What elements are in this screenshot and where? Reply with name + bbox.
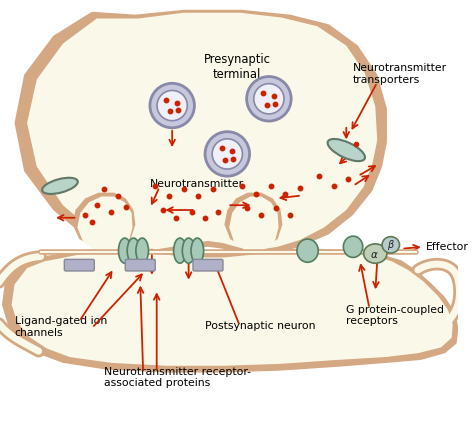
Ellipse shape — [191, 238, 204, 263]
Ellipse shape — [364, 244, 387, 263]
FancyBboxPatch shape — [125, 260, 155, 271]
Ellipse shape — [127, 238, 140, 263]
Circle shape — [254, 84, 284, 114]
Ellipse shape — [182, 238, 195, 263]
Text: G protein-coupled
receptors: G protein-coupled receptors — [346, 305, 444, 327]
Circle shape — [150, 83, 194, 128]
Ellipse shape — [42, 178, 78, 194]
Ellipse shape — [328, 139, 365, 161]
Ellipse shape — [173, 238, 186, 263]
Text: Neurotransmitter receptor-
associated proteins: Neurotransmitter receptor- associated pr… — [104, 367, 252, 388]
Polygon shape — [73, 192, 136, 249]
Ellipse shape — [343, 236, 363, 257]
FancyBboxPatch shape — [64, 260, 94, 271]
Text: $\alpha$: $\alpha$ — [370, 249, 379, 260]
Polygon shape — [15, 10, 387, 257]
Circle shape — [246, 76, 291, 121]
Circle shape — [212, 139, 242, 169]
Circle shape — [157, 90, 187, 121]
FancyBboxPatch shape — [193, 260, 223, 271]
Text: $\beta$: $\beta$ — [387, 238, 395, 252]
Circle shape — [205, 132, 249, 176]
Polygon shape — [77, 197, 133, 252]
Ellipse shape — [136, 238, 148, 263]
Polygon shape — [229, 197, 279, 252]
Ellipse shape — [382, 237, 400, 253]
Text: Ligand-gated ion
channels: Ligand-gated ion channels — [15, 316, 107, 338]
Polygon shape — [224, 192, 283, 249]
Polygon shape — [11, 253, 453, 366]
Text: Neurotransmitter
transporters: Neurotransmitter transporters — [353, 63, 447, 84]
Text: Effector: Effector — [426, 242, 468, 252]
Polygon shape — [27, 13, 377, 250]
Ellipse shape — [118, 238, 131, 263]
Ellipse shape — [297, 239, 318, 262]
Text: Neurotransmitter: Neurotransmitter — [150, 179, 244, 189]
Polygon shape — [2, 249, 458, 373]
Text: Presynaptic
terminal: Presynaptic terminal — [203, 53, 271, 81]
Text: Postsynaptic neuron: Postsynaptic neuron — [205, 321, 316, 331]
